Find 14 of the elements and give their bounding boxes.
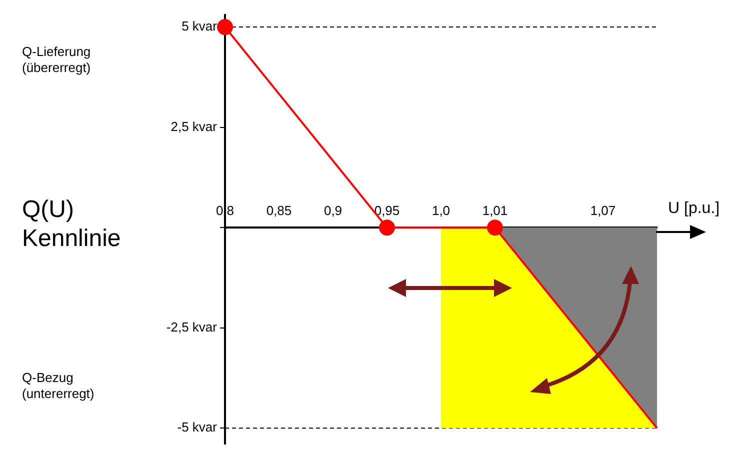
y-tick-label: 5 kvar	[182, 18, 218, 34]
y-tick-label: -5 kvar	[177, 420, 218, 435]
text: Q-Lieferung (übererregt)	[22, 44, 91, 76]
text: Q-Bezug (untererregt)	[22, 370, 94, 402]
text: Q(U) Kennlinie	[22, 196, 121, 254]
y-tick-label: -2,5 kvar	[166, 319, 218, 334]
x-axis-title: U [p.u.]	[668, 200, 720, 218]
x-tick-label: 0,85	[266, 202, 292, 218]
x-tick-label: 1,07	[590, 202, 616, 218]
x-tick-label: 1,0	[432, 202, 450, 218]
x-tick-label: 0,95	[374, 202, 400, 218]
x-tick-label: 1,01	[482, 202, 508, 218]
x-tick-label: 0,9	[324, 202, 342, 218]
y-tick-label: 2,5 kvar	[170, 118, 218, 134]
